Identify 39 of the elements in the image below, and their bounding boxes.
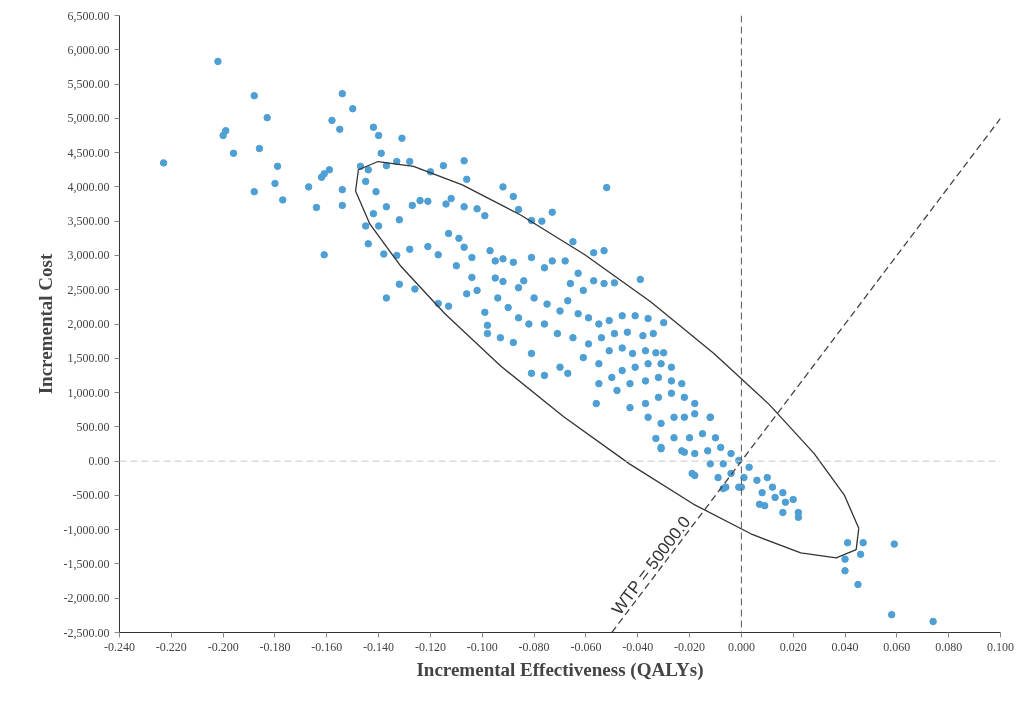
y-tick-label: -2,500.00 — [63, 625, 110, 640]
x-tick-label: -0.200 — [207, 639, 239, 654]
y-tick-label: 1,000.00 — [67, 385, 110, 400]
x-tick-label: -0.240 — [104, 639, 135, 654]
x-tick-label: -0.040 — [622, 639, 654, 654]
x-tick-label: -0.080 — [518, 639, 550, 654]
y-tick-label: 2,000.00 — [67, 317, 110, 331]
x-tick-label: -0.060 — [570, 639, 602, 654]
y-tick-label: 1,500.00 — [67, 351, 110, 366]
x-tick-label: 0.100 — [987, 639, 1014, 654]
x-tick-label: -0.160 — [311, 639, 343, 654]
x-tick-label: -0.020 — [674, 639, 706, 654]
y-axis-title: Incremental Cost — [34, 253, 56, 395]
x-tick-label: 0.080 — [935, 639, 963, 654]
y-tick-label: 2,500.00 — [67, 282, 110, 297]
y-tick-label: 6,500.00 — [67, 8, 110, 23]
y-tick-label: 4,500.00 — [67, 145, 110, 160]
y-tick-label: -1,500.00 — [63, 556, 110, 571]
y-tick-label: 3,000.00 — [67, 248, 110, 263]
x-tick-label: -0.180 — [259, 639, 291, 654]
y-tick-label: 6,000.00 — [67, 42, 110, 57]
y-tick-label: 5,000.00 — [67, 111, 110, 126]
x-axis-title: Incremental Effectiveness (QALYs) — [416, 658, 704, 681]
x-tick-label: 0.060 — [883, 639, 911, 654]
x-tick-label: -0.120 — [414, 639, 446, 654]
x-tick-label: 0.020 — [779, 639, 807, 654]
x-tick-label: -0.140 — [363, 639, 395, 654]
y-tick-label: -1,000.00 — [63, 522, 110, 537]
y-tick-label: 4,000.00 — [67, 179, 110, 194]
x-tick-label: -0.100 — [466, 639, 498, 654]
y-tick-label: 500.00 — [76, 419, 110, 434]
x-tick-label: -0.220 — [155, 639, 187, 654]
y-tick-label: 0.00 — [88, 454, 110, 469]
y-tick-label: 5,500.00 — [67, 77, 110, 92]
y-tick-label: -2,000.00 — [63, 591, 110, 606]
y-tick-label: -500.00 — [72, 488, 110, 503]
x-tick-label: 0.000 — [727, 639, 755, 654]
y-tick-label: 3,500.00 — [67, 214, 110, 229]
x-tick-label: 0.040 — [831, 639, 859, 654]
